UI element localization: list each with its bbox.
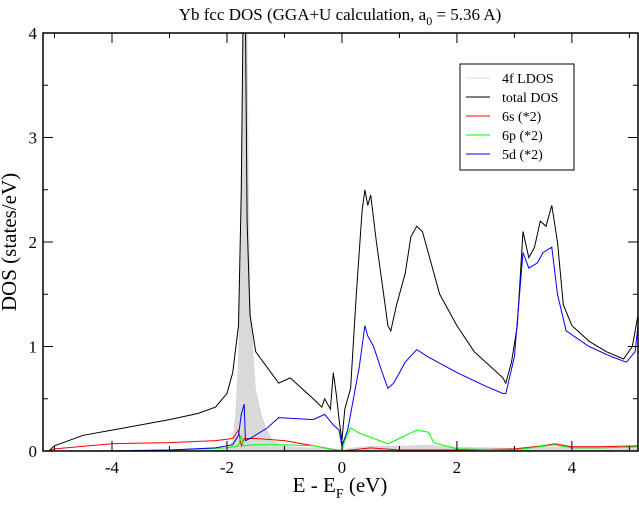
y-tick-label: 2 [29,233,38,252]
x-tick-label: 2 [453,458,462,477]
legend: 4f LDOS total DOS 6s (*2) 6p (*2) 5d (*2) [459,63,575,171]
y-tick-label: 1 [29,338,38,357]
legend-label: 4f LDOS [502,72,554,87]
y-tick-label: 0 [29,442,38,461]
x-tick-label: -4 [105,458,120,477]
x-tick-label: -2 [220,458,234,477]
series-6s-2-line [48,428,638,451]
legend-label: 6s (*2) [502,110,542,125]
series-5d-2-line [48,246,638,451]
series-total-dos-line [48,33,638,451]
x-axis-label: E - EF (eV) [293,473,388,502]
y-tick-label: 3 [29,129,38,148]
x-tick-label: 4 [568,458,577,477]
y-tick-label: 4 [29,24,38,43]
legend-box [459,63,575,171]
x-tick-label: 0 [338,458,347,477]
legend-label: 6p (*2) [502,129,543,144]
y-axis-label: DOS (states/eV) [0,173,21,311]
legend-label: 5d (*2) [502,148,543,163]
chart-title: Yb fcc DOS (GGA+U calculation, a0 = 5.36… [179,5,502,28]
legend-label: total DOS [502,91,558,106]
